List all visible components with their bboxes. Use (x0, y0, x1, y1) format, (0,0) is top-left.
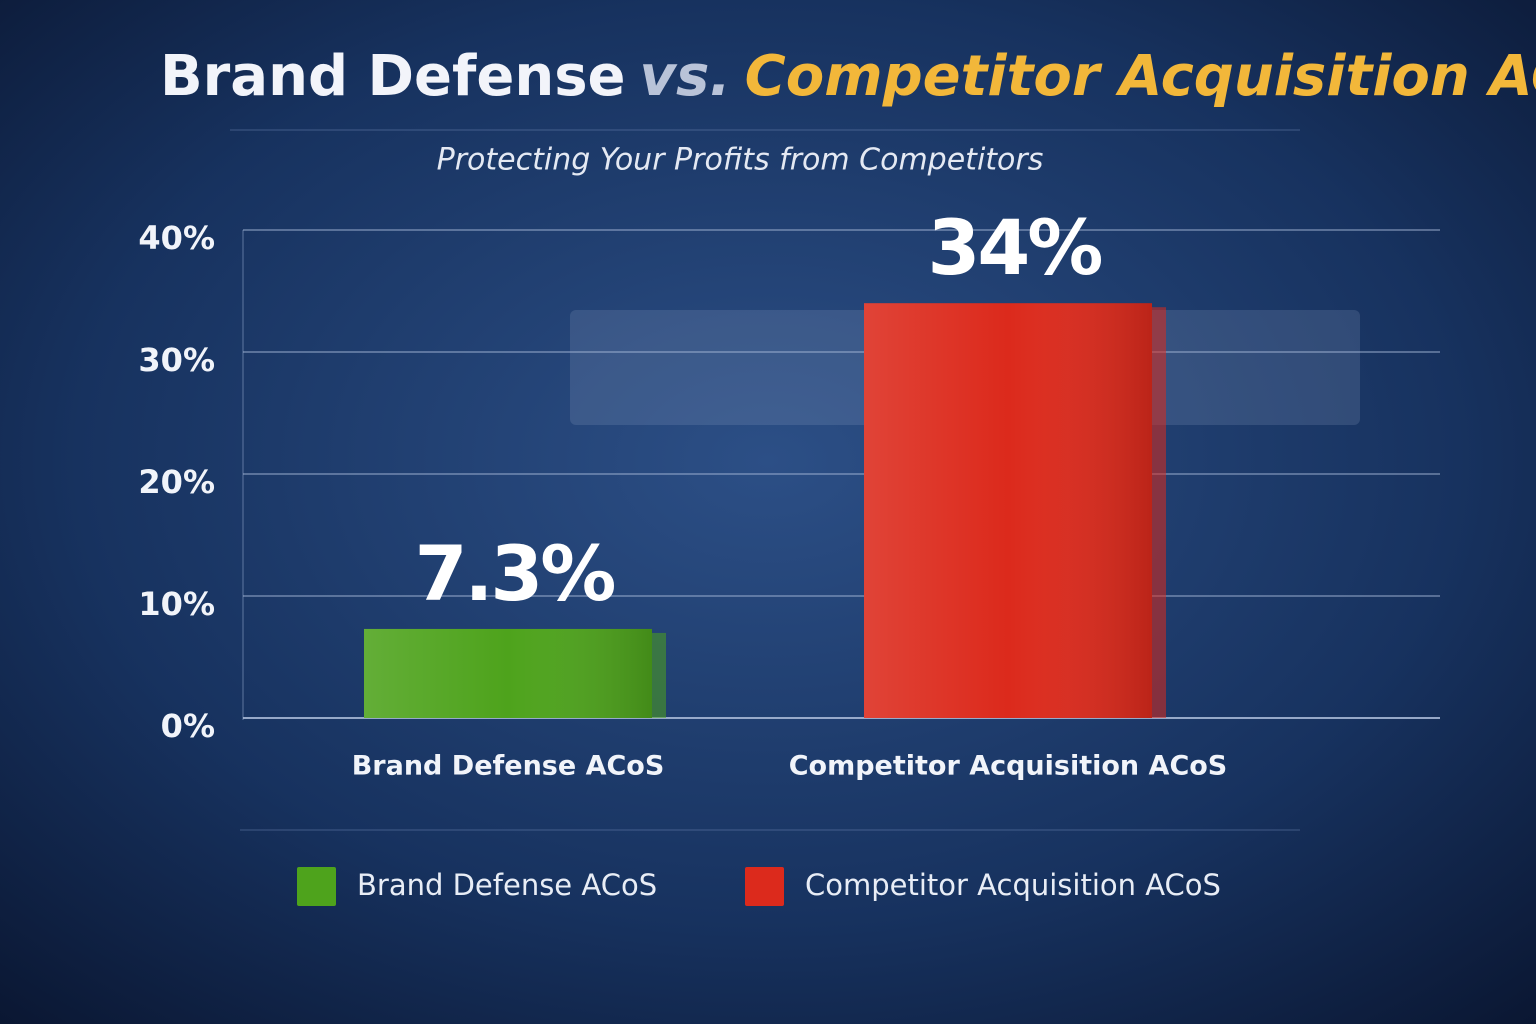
legend-label: Competitor Acquisition ACoS (805, 868, 1221, 902)
bar-shade (864, 303, 1152, 718)
bar-shade (364, 628, 652, 718)
bar-side (1152, 307, 1166, 718)
value-label: 7.3% (415, 529, 615, 618)
x-tick-label: Competitor Acquisition ACoS (789, 751, 1228, 782)
legend-swatch (297, 867, 336, 906)
y-tick-label: 20% (138, 463, 215, 501)
title-part: Competitor Acquisition ACoS (745, 44, 1536, 109)
x-tick-label: Brand Defense ACoS (352, 751, 665, 782)
chart-title: Brand Defense vs. Competitor Acquisition A… (160, 44, 1536, 109)
legend-swatch (745, 867, 784, 906)
legend-label: Brand Defense ACoS (357, 868, 657, 902)
y-tick-label: 10% (138, 585, 215, 623)
value-label: 34% (928, 203, 1102, 292)
bar-side (652, 632, 666, 718)
title-part: vs. (640, 44, 731, 109)
title-part: Brand Defense (160, 44, 626, 109)
y-tick-label: 30% (138, 341, 215, 379)
y-tick-label: 0% (161, 707, 215, 745)
y-tick-label: 40% (138, 219, 215, 257)
chart-subtitle: Protecting Your Profits from Competitors (437, 143, 1044, 178)
